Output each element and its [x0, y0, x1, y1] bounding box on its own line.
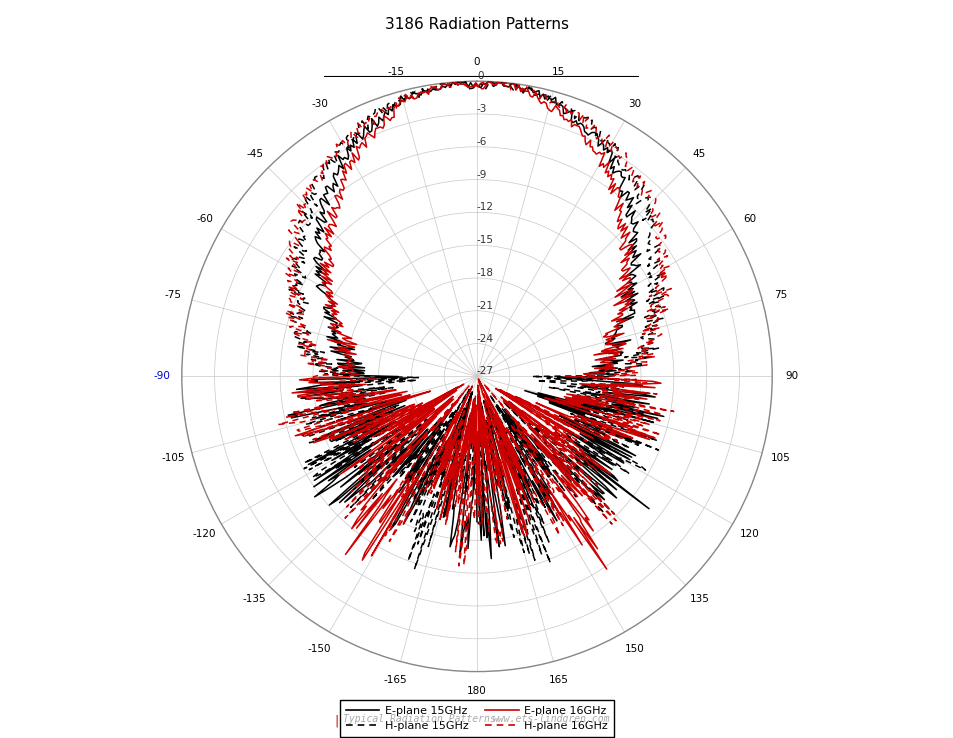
- Text: Typical Radiation Patterns: Typical Radiation Patterns: [343, 714, 496, 724]
- Text: www.ets-lindgren.com: www.ets-lindgren.com: [493, 714, 610, 724]
- Text: |: |: [335, 714, 338, 728]
- Title: 3186 Radiation Patterns: 3186 Radiation Patterns: [385, 17, 568, 32]
- Legend: E-plane 15GHz, H-plane 15GHz, E-plane 16GHz, H-plane 16GHz: E-plane 15GHz, H-plane 15GHz, E-plane 16…: [340, 700, 613, 737]
